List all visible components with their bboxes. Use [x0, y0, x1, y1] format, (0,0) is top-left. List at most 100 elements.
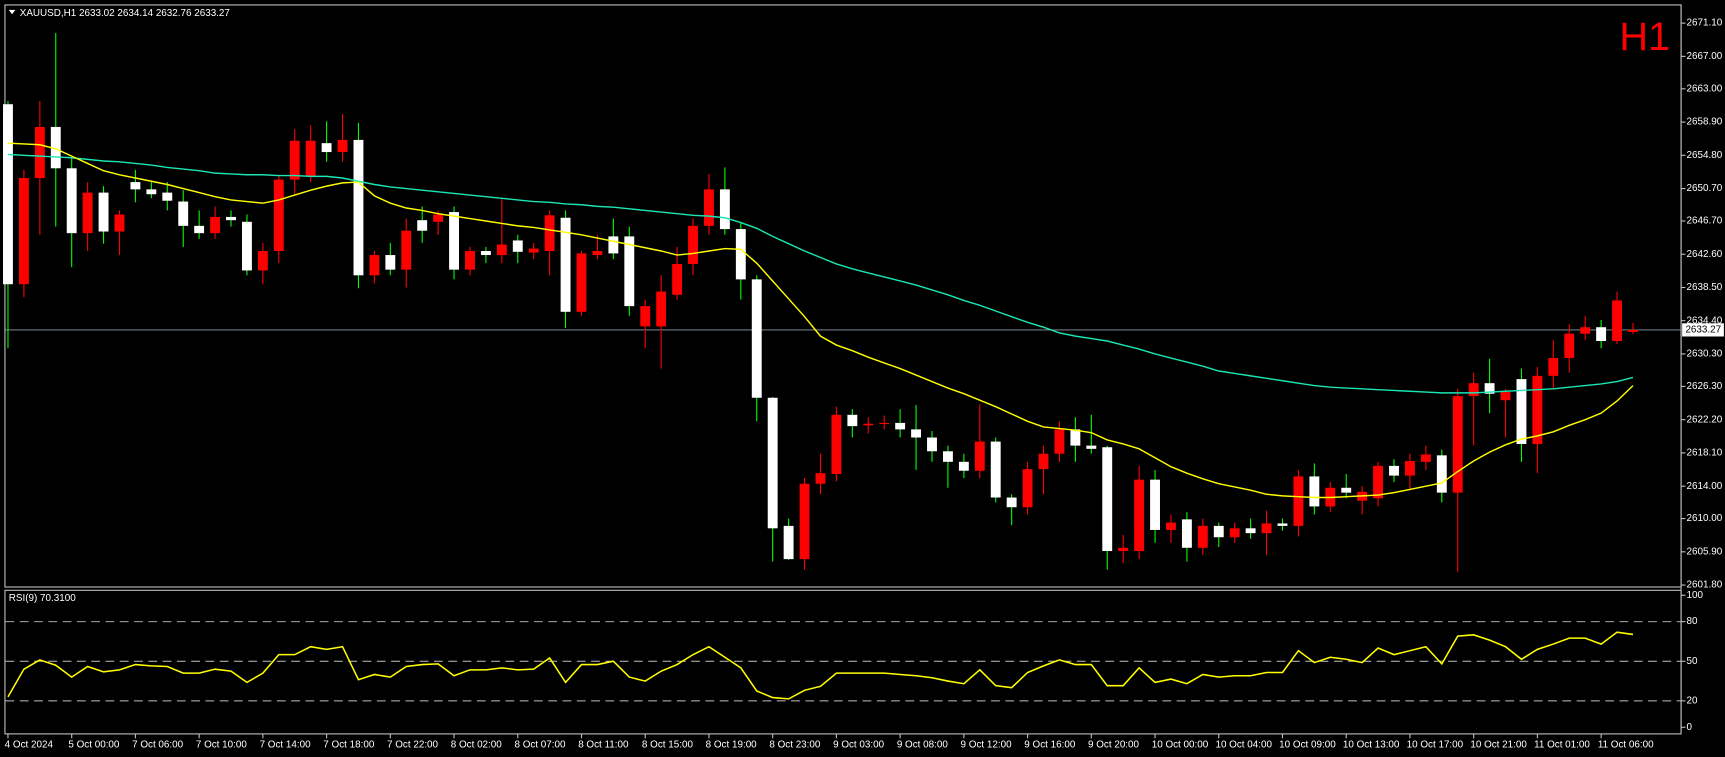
candle-body	[1245, 528, 1256, 534]
candle-body	[895, 422, 906, 430]
candle-body	[146, 189, 157, 195]
candle-body	[226, 216, 236, 221]
y-tick-label: 2634.40	[1687, 315, 1723, 326]
candle-body	[1261, 523, 1272, 534]
candle-body	[1006, 497, 1017, 508]
candle-body	[257, 250, 268, 271]
candle-body	[656, 291, 667, 327]
candle-body	[321, 143, 332, 153]
y-tick-label: 2605.90	[1687, 546, 1723, 557]
candle-body	[114, 214, 125, 232]
candle-body	[863, 423, 874, 426]
candle-body	[974, 441, 985, 471]
x-tick-label: 7 Oct 06:00	[132, 740, 184, 751]
x-tick-label: 10 Oct 17:00	[1407, 740, 1464, 751]
candle-body	[688, 225, 698, 264]
candle-body	[130, 182, 141, 190]
candle-body	[1229, 528, 1240, 538]
y-tick-label: 2650.70	[1687, 183, 1723, 194]
candle-body	[417, 220, 428, 231]
menu-arrow-icon[interactable]	[8, 9, 16, 15]
candle-body	[1500, 392, 1511, 401]
x-tick-label: 8 Oct 02:00	[451, 740, 503, 751]
candle-body	[401, 230, 412, 270]
x-tick-label: 7 Oct 18:00	[323, 740, 375, 751]
candle-body	[1293, 476, 1304, 526]
candle-body	[1309, 476, 1320, 507]
y-tick-label: 2663.00	[1687, 83, 1723, 94]
candle-body	[1580, 327, 1591, 334]
candle-body	[879, 422, 890, 424]
candle-body	[1086, 445, 1097, 449]
current-price-tag	[1682, 323, 1724, 337]
y-tick-label: 2601.80	[1687, 580, 1723, 591]
rsi-line	[7, 631, 1634, 700]
candle-body	[433, 214, 444, 222]
y-tick-label: 2626.30	[1687, 381, 1723, 392]
y-tick-label: 2618.10	[1687, 448, 1723, 459]
y-tick-label: 50	[1687, 656, 1698, 667]
candle-body	[34, 126, 45, 179]
candle-body	[385, 255, 396, 270]
candle-body	[1070, 429, 1081, 446]
candle-body	[1213, 525, 1224, 538]
candle-body	[1181, 519, 1192, 548]
x-tick-label: 8 Oct 15:00	[642, 740, 694, 751]
candle-body	[640, 306, 651, 327]
candle-body	[1134, 479, 1145, 552]
x-tick-label: 8 Oct 19:00	[706, 740, 758, 751]
candle-body	[528, 248, 539, 253]
x-tick-label: 9 Oct 16:00	[1024, 740, 1076, 751]
candle-body	[1532, 375, 1543, 444]
chart-header: XAUUSD,H1 2633.02 2634.14 2632.76 2633.2…	[20, 8, 230, 19]
candle-body	[767, 397, 778, 529]
y-tick-label: 80	[1687, 616, 1698, 627]
candle-body	[799, 483, 810, 560]
candle-body	[1022, 469, 1033, 508]
candle-body	[3, 104, 13, 285]
candle-body	[544, 215, 555, 251]
candle-body	[1197, 525, 1208, 548]
candle-body	[911, 429, 922, 438]
candle-body	[1102, 447, 1113, 552]
x-tick-label: 8 Oct 07:00	[514, 740, 566, 751]
y-tick-label: 2654.80	[1687, 150, 1723, 161]
x-tick-label: 8 Oct 11:00	[578, 740, 629, 751]
x-tick-label: 10 Oct 13:00	[1343, 740, 1400, 751]
candle-body	[1436, 455, 1447, 493]
candle-body	[465, 250, 475, 270]
x-tick-label: 5 Oct 00:00	[68, 740, 120, 751]
candle-body	[1118, 547, 1129, 552]
candle-body	[496, 244, 507, 256]
current-price-label: 2633.27	[1685, 324, 1721, 335]
candle-body	[815, 473, 826, 484]
candle-body	[305, 140, 316, 177]
candle-body	[273, 179, 284, 251]
candle-body	[1468, 383, 1479, 397]
x-tick-label: 10 Oct 04:00	[1215, 740, 1272, 751]
x-tick-label: 11 Oct 06:00	[1598, 740, 1654, 751]
y-tick-label: 2614.00	[1687, 481, 1723, 492]
x-tick-label: 9 Oct 08:00	[897, 740, 949, 751]
candle-body	[18, 178, 29, 285]
candle-body	[353, 139, 364, 276]
x-tick-label: 9 Oct 12:00	[961, 740, 1013, 751]
y-tick-label: 2638.50	[1687, 282, 1723, 293]
candle-body	[1516, 379, 1527, 444]
x-tick-label: 9 Oct 03:00	[833, 740, 885, 751]
candle-body	[592, 250, 603, 256]
y-tick-label: 2646.70	[1687, 216, 1723, 227]
candle-body	[50, 126, 61, 169]
candle-body	[162, 192, 173, 201]
x-tick-label: 7 Oct 10:00	[196, 740, 248, 751]
candle-body	[369, 255, 380, 276]
x-tick-label: 8 Oct 23:00	[769, 740, 821, 751]
candle-body	[751, 279, 762, 398]
candle-body	[831, 414, 842, 474]
candle-body	[1452, 396, 1463, 493]
candle-body	[1038, 453, 1049, 470]
y-tick-label: 0	[1687, 722, 1693, 733]
y-tick-label: 20	[1687, 695, 1698, 706]
